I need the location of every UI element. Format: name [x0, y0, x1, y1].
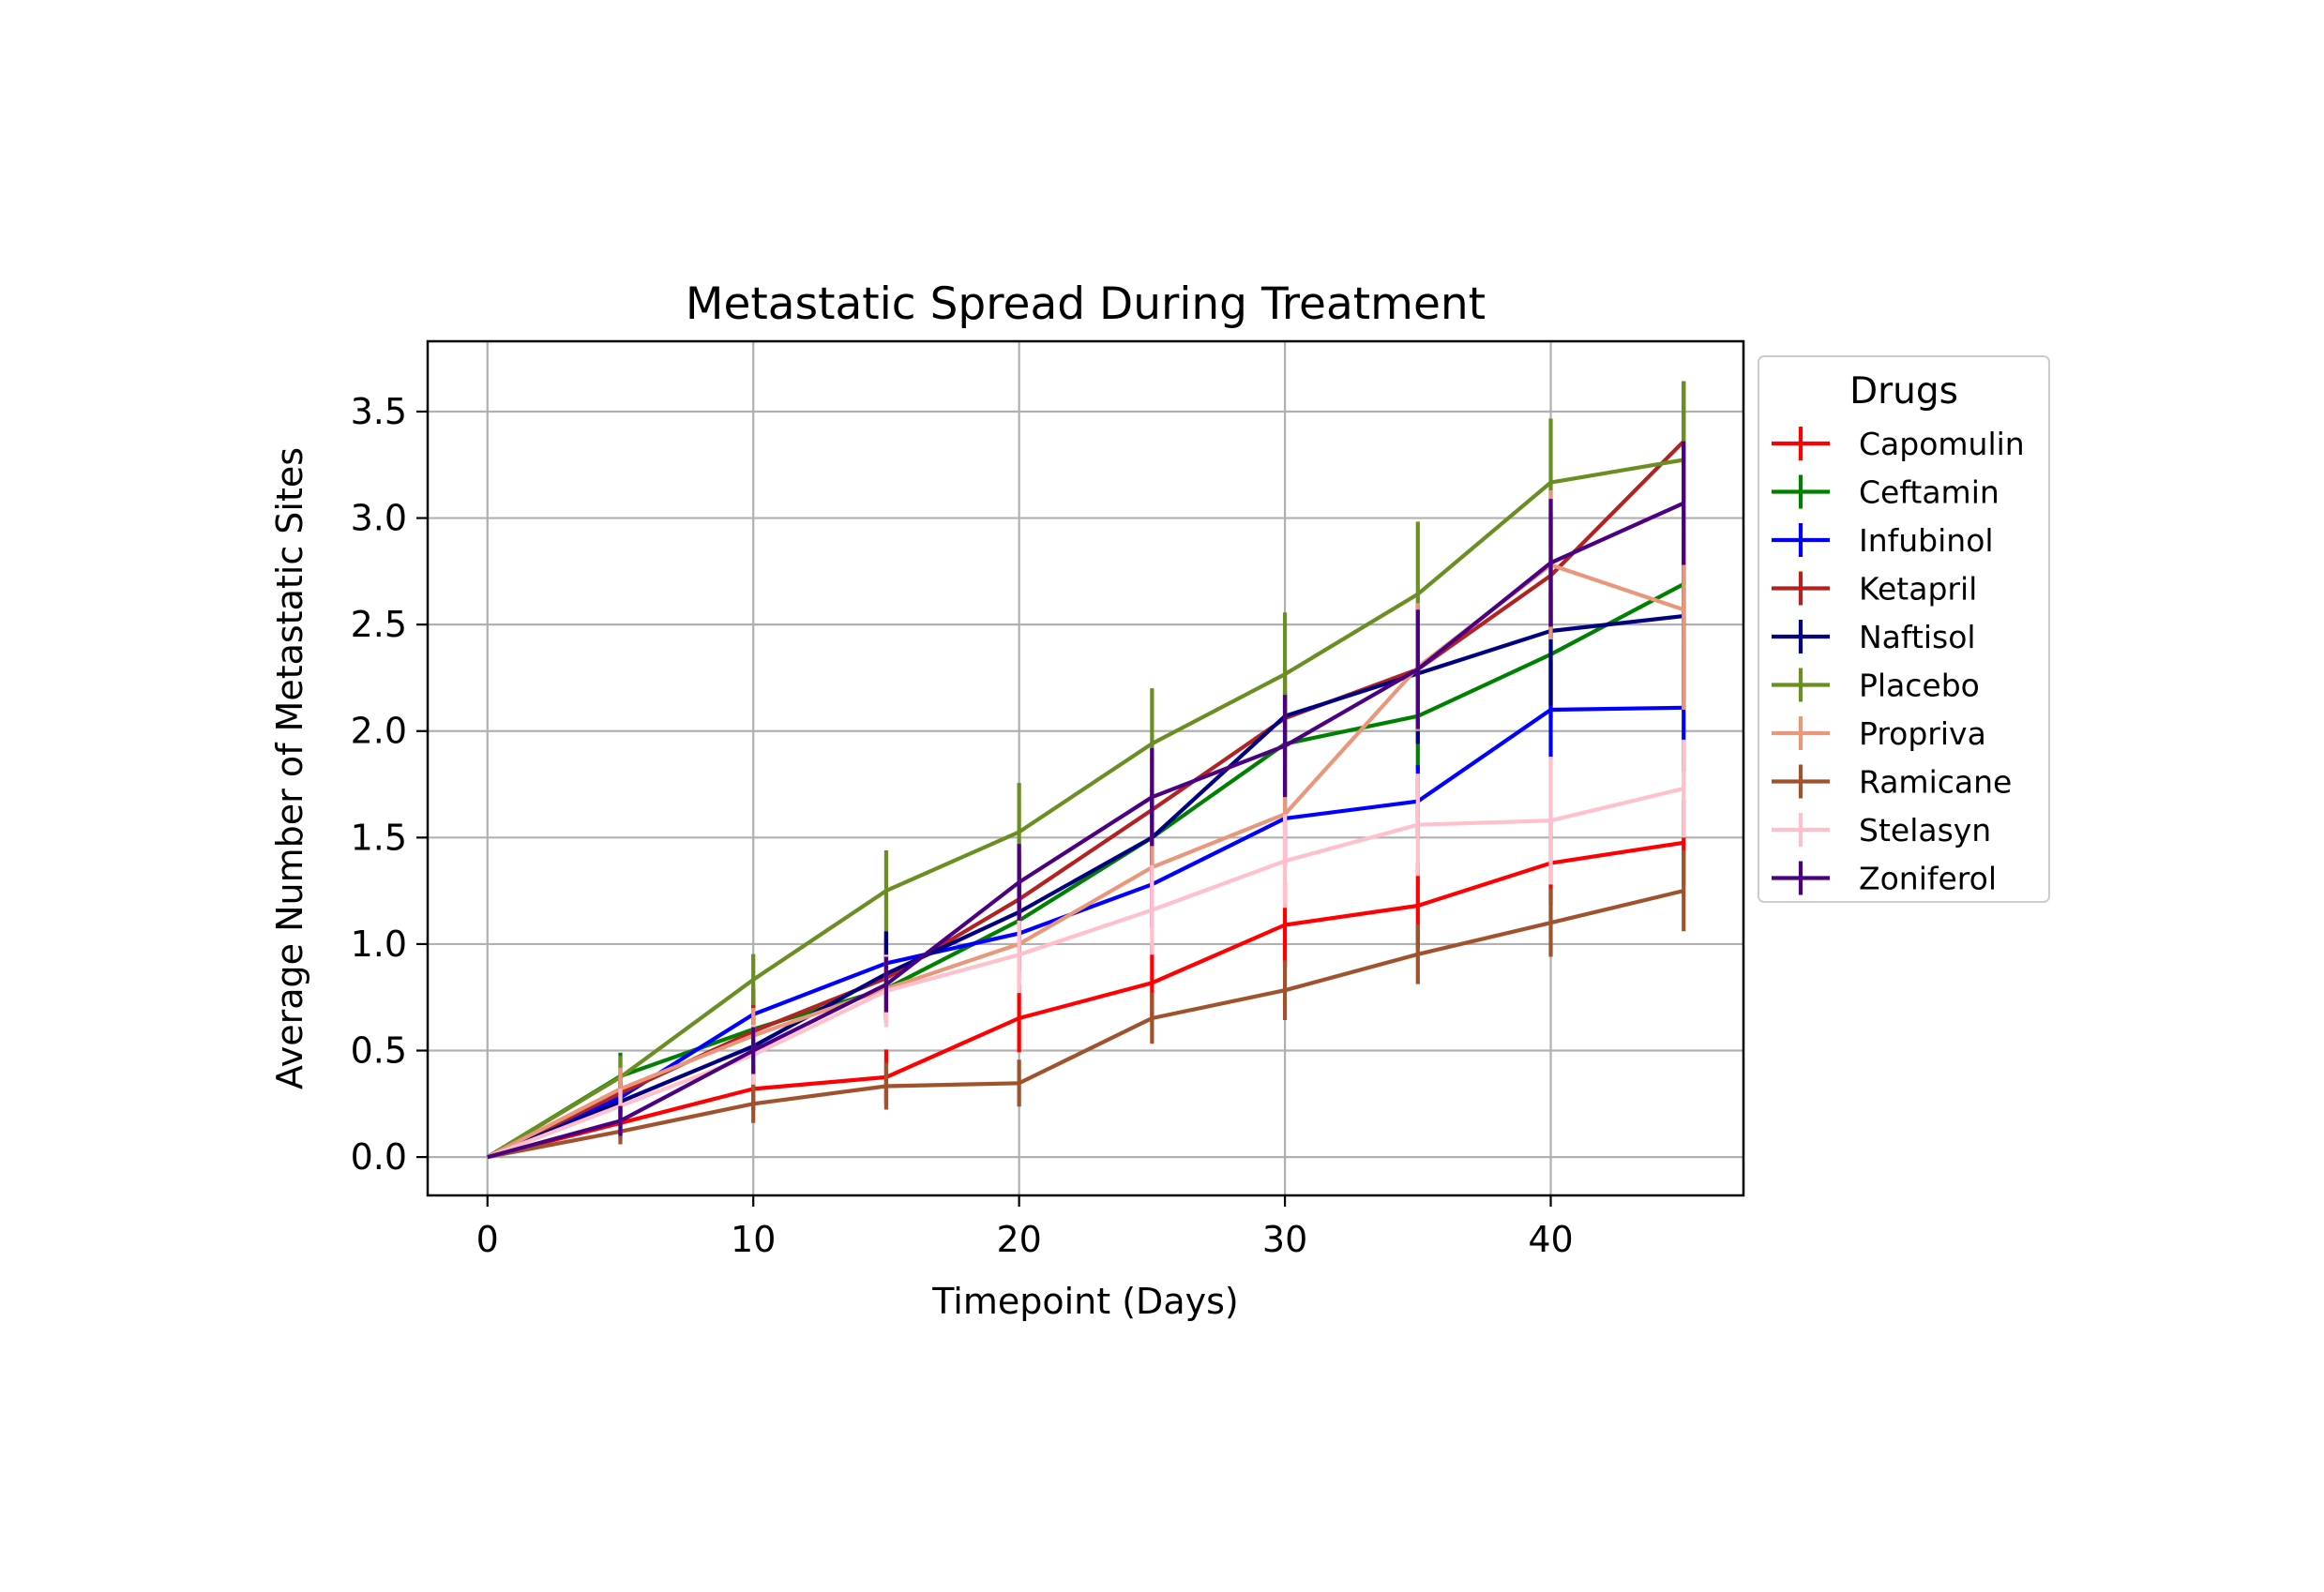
- y-tick-label: 0.0: [351, 1136, 407, 1178]
- legend-item-zoniferol: Zoniferol: [1772, 861, 1997, 897]
- legend-box: [1758, 355, 2050, 903]
- legend-label: Stelasyn: [1859, 812, 1991, 849]
- legend: Drugs Capomulin Ceftamin Infubinol Ketapril…: [1758, 355, 2050, 903]
- legend-label: Ramicane: [1859, 764, 2012, 801]
- legend-item-placebo: Placebo: [1772, 668, 1980, 704]
- y-tick-label: 1.5: [351, 817, 407, 858]
- series-line: [486, 705, 1684, 1160]
- series-line: [486, 582, 1685, 1159]
- legend-label: Ceftamin: [1859, 474, 2000, 511]
- y-tick-label: 0.5: [351, 1030, 407, 1072]
- y-tick-label: 3.0: [351, 498, 407, 539]
- x-tick-label: 0: [476, 1219, 499, 1260]
- series-line: [487, 501, 1685, 1160]
- y-tick-label: 2.5: [351, 604, 407, 645]
- chart-title: Metastatic Spread During Treatment: [686, 278, 1486, 330]
- series-stelasyn: [487, 739, 1686, 1160]
- x-tick-label: 30: [1262, 1219, 1307, 1260]
- series-line: [487, 840, 1684, 1160]
- legend-item-ramicane: Ramicane: [1772, 764, 2012, 801]
- y-tick-label: 2.0: [351, 711, 407, 752]
- x-tick-label: 40: [1528, 1219, 1573, 1260]
- x-axis-label: Timepoint (Days): [931, 1281, 1238, 1322]
- legend-item-ceftamin: Ceftamin: [1772, 474, 2000, 511]
- y-tick-label: 3.5: [351, 391, 407, 432]
- legend-item-propriva: Propriva: [1772, 715, 1986, 752]
- legend-item-infubinol: Infubinol: [1772, 522, 1994, 559]
- legend-item-capomulin: Capomulin: [1772, 426, 2025, 462]
- legend-label: Infubinol: [1859, 522, 1994, 559]
- series-line: [486, 614, 1684, 1160]
- legend-label: Zoniferol: [1859, 861, 1997, 897]
- legend-item-stelasyn: Stelasyn: [1772, 812, 1991, 849]
- series-line: [486, 458, 1684, 1159]
- legend-label: Propriva: [1859, 715, 1986, 752]
- y-tick-label: 1.0: [351, 924, 407, 965]
- series-line: [487, 787, 1684, 1160]
- plot-series: [486, 381, 1686, 1160]
- legend-item-naftisol: Naftisol: [1772, 619, 1976, 655]
- legend-label: Placebo: [1859, 668, 1980, 704]
- series-line: [487, 889, 1684, 1160]
- legend-label: Capomulin: [1859, 426, 2025, 462]
- series-zoniferol: [487, 441, 1686, 1160]
- x-tick-label: 10: [731, 1219, 776, 1260]
- grid-lines: [428, 341, 1743, 1195]
- legend-title: Drugs: [1849, 370, 1958, 413]
- plot-area-frame: [426, 339, 1745, 1197]
- y-axis-label: Average Number of Metastatic Sites: [269, 447, 310, 1089]
- legend-label: Ketapril: [1859, 571, 1977, 608]
- legend-item-ketapril: Ketapril: [1772, 571, 1977, 608]
- x-tick-label: 20: [996, 1219, 1041, 1260]
- legend-label: Naftisol: [1859, 619, 1976, 655]
- axis-ticks: 0 10 20 30 40 0.0 0.5 1.0 1.5 2.0 2.5 3.0 3.5: [351, 391, 1574, 1260]
